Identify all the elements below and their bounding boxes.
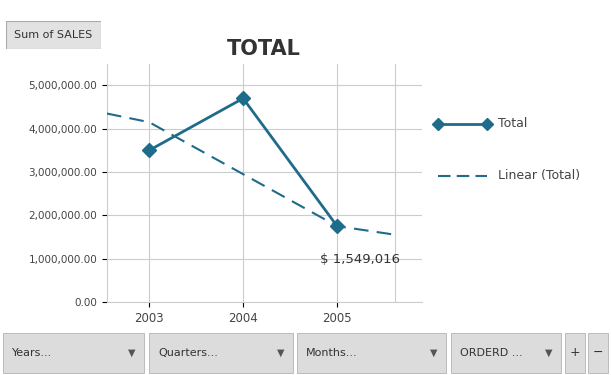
Title: TOTAL: TOTAL: [227, 39, 301, 59]
Bar: [297, 333, 446, 373]
Text: +: +: [569, 346, 580, 359]
Text: Years...: Years...: [12, 348, 53, 358]
Text: ▼: ▼: [277, 348, 285, 358]
Bar: [451, 333, 561, 373]
Bar: [149, 333, 293, 373]
Text: ▼: ▼: [430, 348, 437, 358]
Text: Months...: Months...: [306, 348, 357, 358]
Text: Quarters...: Quarters...: [158, 348, 218, 358]
Text: −: −: [593, 346, 603, 359]
Bar: [588, 333, 608, 373]
Text: ▼: ▼: [128, 348, 136, 358]
Text: Total: Total: [498, 117, 527, 130]
Bar: [3, 333, 144, 373]
Bar: [565, 333, 585, 373]
FancyBboxPatch shape: [6, 21, 101, 49]
Text: $ 1,549,016: $ 1,549,016: [320, 253, 400, 266]
Text: Linear (Total): Linear (Total): [498, 169, 580, 182]
Text: Sum of SALES: Sum of SALES: [14, 30, 93, 40]
Text: ▼: ▼: [545, 348, 553, 358]
Text: ORDERD ...: ORDERD ...: [460, 348, 522, 358]
